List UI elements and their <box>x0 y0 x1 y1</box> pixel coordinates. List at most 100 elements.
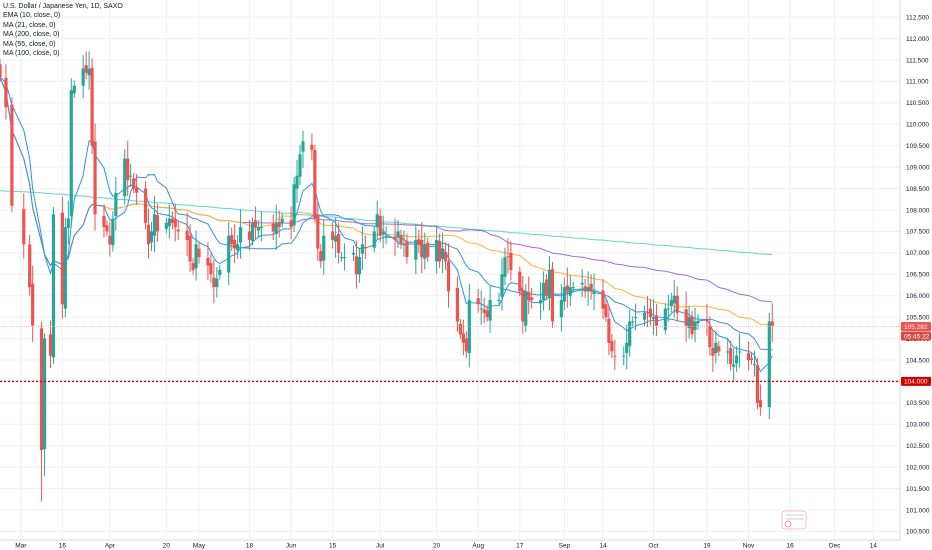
candle-body <box>69 90 73 216</box>
candle-body <box>218 270 222 276</box>
candle-body <box>206 258 210 266</box>
price-tick-label: 109.000 <box>906 164 930 171</box>
candle-body <box>622 355 626 357</box>
candle-body <box>503 257 507 277</box>
candle-body <box>357 257 362 275</box>
candle-body <box>687 317 691 329</box>
logo-frame <box>781 510 807 530</box>
candle-body <box>384 235 388 237</box>
candle-body <box>105 225 109 232</box>
candle-body <box>438 240 442 262</box>
candle-body <box>39 328 44 450</box>
price-tick-label: 110.000 <box>906 122 929 129</box>
candle-body <box>693 321 697 330</box>
legend-ma21[interactable]: MA (21, close, 0) <box>3 21 56 29</box>
price-tick-label: 111.500 <box>906 57 929 64</box>
candle-body <box>256 227 261 231</box>
candle-body <box>164 222 168 229</box>
candle-body <box>363 246 367 249</box>
candle-body <box>372 231 376 248</box>
candle-body <box>544 279 549 296</box>
candle-body <box>319 251 323 262</box>
candle-body <box>28 244 32 288</box>
candle-body <box>732 364 736 367</box>
candle-body <box>316 215 320 249</box>
candle-body <box>381 231 385 234</box>
candle-body <box>337 234 341 253</box>
candle-body <box>589 283 593 292</box>
candle-body <box>191 263 195 270</box>
candle-body <box>726 351 730 353</box>
candle-body <box>51 214 56 358</box>
chart-title: U.S. Dollar / Japanese Yen, 1D, SAXO <box>3 3 123 10</box>
price-tick-label: 106.000 <box>906 293 930 300</box>
candle-body <box>4 78 8 108</box>
candle-body <box>123 158 127 197</box>
last-price-tag: 105.282 <box>904 324 928 331</box>
watermark-logo-icon <box>781 510 807 530</box>
candle-body <box>538 300 543 304</box>
candle-body <box>417 239 421 245</box>
candle-body <box>173 219 177 228</box>
candle-body <box>651 317 656 319</box>
candle-body <box>176 229 180 232</box>
legend-ma200[interactable]: MA (200, close, 0) <box>3 31 60 39</box>
legend-ma100[interactable]: MA (100, close, 0) <box>3 50 60 58</box>
candle-body <box>132 178 136 189</box>
candle-body <box>93 141 97 215</box>
candle-body <box>0 64 2 78</box>
candle-body <box>111 218 115 246</box>
candle-body <box>610 341 614 352</box>
price-tick-label: 100.500 <box>906 529 930 536</box>
candle-body <box>149 231 154 243</box>
candle-body <box>749 358 754 360</box>
candle-body <box>690 316 694 335</box>
candle-body <box>81 68 85 86</box>
candle-body <box>259 227 263 229</box>
candle-body <box>375 214 379 228</box>
candle-body <box>155 215 160 232</box>
candle-body <box>541 282 546 300</box>
price-tick-label: 101.500 <box>906 486 930 493</box>
candle-body <box>295 175 299 189</box>
candle-body <box>331 231 335 240</box>
candle-body <box>271 223 275 232</box>
candle-body <box>446 261 451 292</box>
candle-body <box>524 291 528 326</box>
candle-body <box>755 365 760 403</box>
candles <box>0 51 774 502</box>
candle-body <box>72 85 76 94</box>
price-tick-label: 102.500 <box>906 443 930 450</box>
candle-body <box>675 295 679 313</box>
candle-body <box>696 321 700 324</box>
candle-body <box>559 300 563 318</box>
price-tick-label: 110.500 <box>906 100 929 107</box>
candle-body <box>48 334 53 356</box>
price-tick-label: 102.000 <box>906 464 930 471</box>
candle-body <box>114 192 118 216</box>
price-tick-label: 104.500 <box>906 357 930 364</box>
candle-body <box>322 235 326 261</box>
candle-body <box>770 321 774 326</box>
legend-ema10[interactable]: EMA (10, close, 0) <box>3 12 61 20</box>
candle-body <box>66 218 70 228</box>
candle-body <box>738 351 742 353</box>
candle-body <box>423 244 427 259</box>
candle-body <box>60 212 64 305</box>
price-tick-label: 109.500 <box>906 143 930 150</box>
candle-body <box>497 300 501 301</box>
candle-body <box>42 338 47 450</box>
candle-body <box>583 286 587 292</box>
time-tick-label: 20 <box>163 543 171 550</box>
candle-body <box>467 300 471 354</box>
price-axis: 100.500 101.000 101.500 102.000 102.500 103.0… <box>899 0 932 550</box>
candle-body <box>87 68 91 76</box>
legend-ma55[interactable]: MA (55, close, 0) <box>3 40 56 48</box>
candle-body <box>717 346 721 352</box>
candle-body <box>527 292 531 300</box>
candle-body <box>571 287 575 289</box>
candle-body <box>672 295 676 304</box>
candle-body <box>292 184 296 226</box>
